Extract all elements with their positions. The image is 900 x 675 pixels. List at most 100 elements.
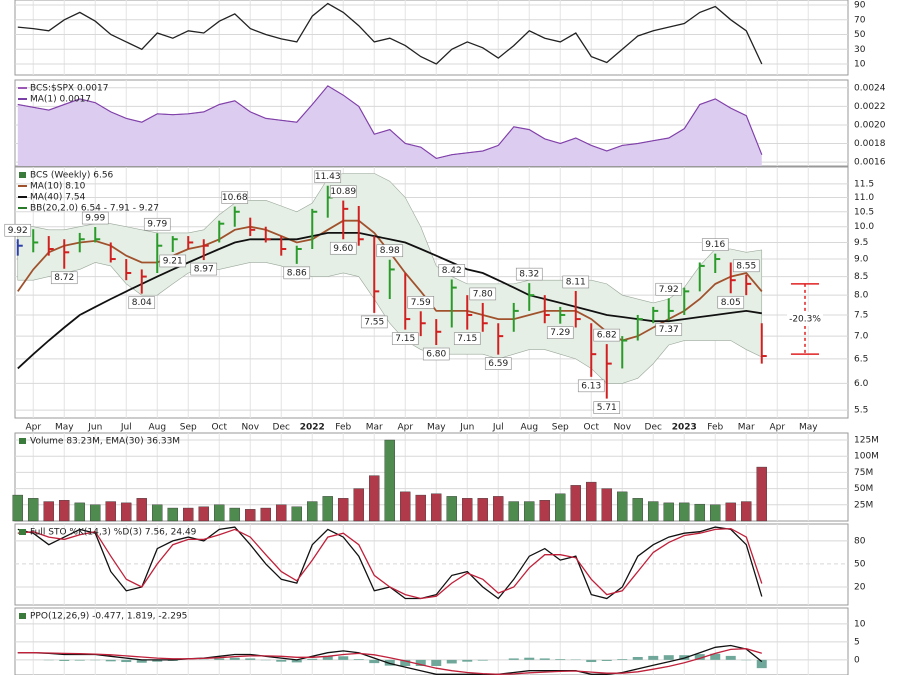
marks [17,85,763,166]
volume-bar [710,504,721,522]
y-tick-label: 6.0 [854,379,869,389]
y-tick-label: 0.0016 [854,158,886,168]
price-label-box [283,266,311,280]
price-label: 9.92 [8,226,28,236]
y-tick-label: 0.0024 [854,83,886,93]
volume-bar [477,498,488,522]
histogram-bar [586,659,597,663]
x-tick-label: Oct [583,423,599,433]
price-label-box [407,296,435,309]
volume-bar [601,488,612,522]
histogram-bar [539,658,550,660]
volume-bar [322,496,333,522]
legend-swatch [19,529,26,535]
volume-bar [43,501,54,522]
price-label-box [546,326,574,339]
y-tick-label: 0.0020 [854,120,886,130]
x-tick-label: 2023 [672,423,697,433]
histogram-bar [369,659,380,664]
legend-swatch [19,172,26,178]
price-label: 7.80 [473,289,493,299]
y-tick-label: 50M [854,484,873,494]
volume-bar [493,496,504,522]
histogram-bar [121,659,132,663]
histogram-bar [694,654,705,660]
price-label: 7.55 [364,317,384,327]
price-label: 8.55 [736,261,756,271]
x-tick-label: May [55,423,74,433]
y-tick-label: 11.0 [854,193,874,203]
x-tick-label: 2022 [300,423,325,433]
volume-bar [632,498,643,522]
volume-bar [121,502,132,522]
y-tick-label: 10.5 [854,207,874,217]
histogram-bar [663,655,674,660]
volume-bar [136,498,147,522]
price-label-box [438,264,466,277]
price-label: 9.21 [163,256,183,266]
volume-bar [462,498,473,522]
y-tick-label: 8.5 [854,272,868,282]
histogram-bar [555,659,566,660]
price-label: 7.37 [659,325,679,335]
price-label-box [484,357,512,370]
x-tick-label: Oct [211,423,227,433]
x-tick-label: Sep [180,423,197,433]
volume-bar [183,507,194,522]
volume-bar [291,506,302,522]
volume-bar [369,475,380,522]
price-label-box [732,259,760,273]
price-label: 8.04 [132,298,152,308]
indicator-line [17,527,763,600]
histogram-bar [276,659,287,662]
volume-bar [229,507,240,522]
price-label: 6.80 [426,350,446,360]
volume-bar [167,507,178,522]
volume-bar [12,494,23,522]
y-tick-label: 30 [854,45,866,55]
panel-title: PPO(12,26,9) -0.477, 1.819, -2.295 [30,612,187,622]
price-label-box [593,401,621,414]
price-label: 5.71 [597,403,617,413]
volume-bar [59,500,70,522]
volume-bar [400,491,411,522]
x-tick-label: Jul [120,423,132,433]
histogram-bar [136,659,147,663]
indicator-line [17,644,763,675]
volume-bar [384,439,395,522]
volume-bar [152,504,163,522]
y-tick-label: 7.0 [854,332,869,342]
histogram-bar [400,659,411,666]
volume-bar [586,481,597,522]
x-tick-label: Aug [148,423,166,433]
x-tick-label: Jul [492,423,504,433]
price-label: 8.86 [287,268,307,278]
price-label-box [453,332,481,345]
volume-bar [741,501,752,522]
volume-bar [74,502,85,522]
volume-bar [524,501,535,522]
histogram-bar [214,658,225,660]
indicator-line [17,648,762,675]
y-tick-label: 0 [854,655,860,665]
volume-bar [663,502,674,522]
x-tick-label: Mar [366,423,383,433]
marks [17,644,767,675]
histogram-bar [384,659,395,666]
annotation-bg [787,312,823,327]
x-tick-label: Apr [769,423,785,433]
volume-bar [307,501,318,522]
histogram-bar [725,655,736,660]
price-label: 8.05 [721,298,741,308]
x-tick-label: Dec [645,423,662,433]
volume-bar [245,509,256,522]
y-tick-label: 0.0018 [854,139,886,149]
y-tick-label: 90 [854,1,866,11]
price-label: 11.43 [315,172,341,182]
price-label: 7.92 [659,285,679,295]
marks [12,439,767,522]
y-tick-label: 8.0 [854,291,869,301]
histogram-bar [524,657,535,660]
price-label-box [190,262,218,276]
